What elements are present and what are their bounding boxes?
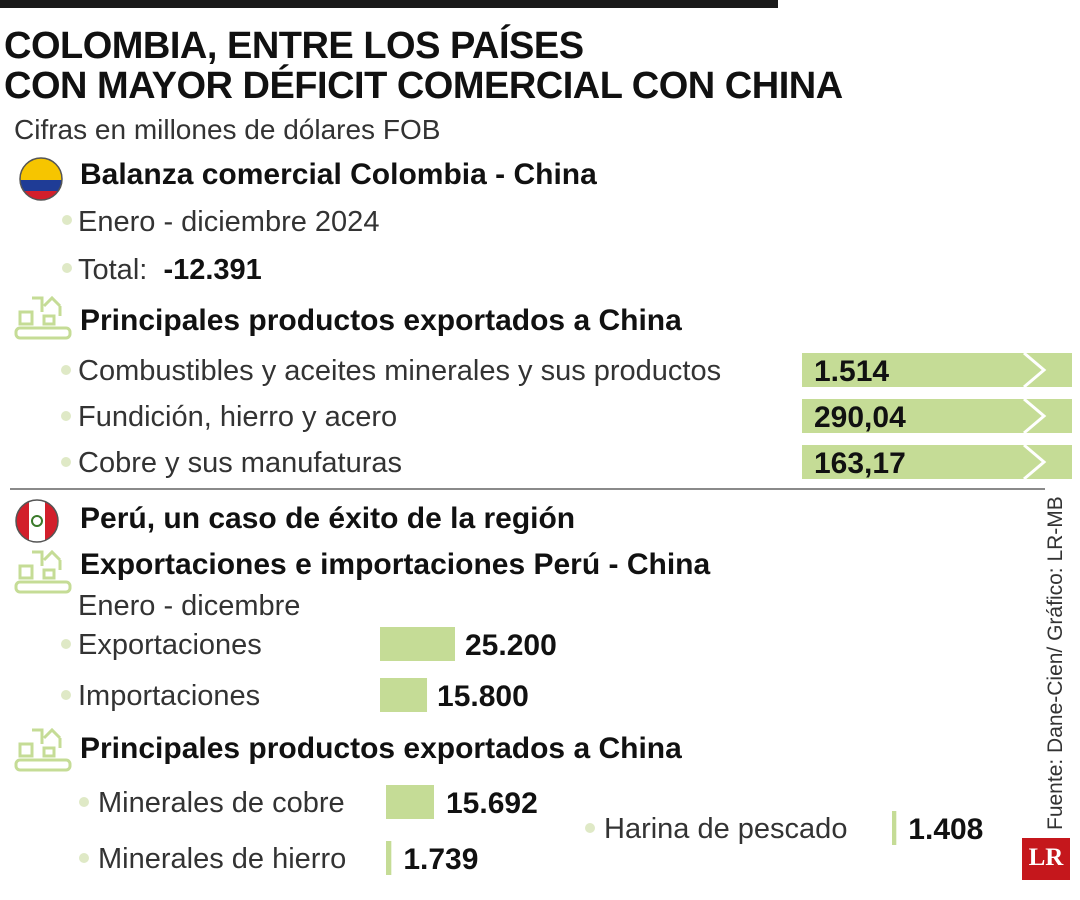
bullet-icon [61,457,71,467]
data-label: 1.739 [403,843,478,876]
bar [380,678,428,712]
data-label: 1.514 [814,355,889,388]
peru-products-heading: Principales productos exportados a China [80,732,682,765]
colombia-flag-icon [19,157,63,201]
peru-flag-icon [15,499,59,543]
colombia-total: Total: -12.391 [62,254,262,287]
colombia-heading: Balanza comercial Colombia - China [80,158,597,191]
peru-trade-heading: Exportaciones e importaciones Perú - Chi… [80,548,711,581]
bar [802,399,1072,433]
bullet-icon [61,411,71,421]
peru-period: Enero - dicembre [78,590,301,622]
colombia-total-label: Total: [78,254,148,286]
category-label: Exportaciones [78,629,262,661]
colombia-total-value: -12.391 [163,254,262,286]
bullet-icon [79,853,89,863]
category-label: Harina de pescado [604,813,847,845]
bullet-icon [79,797,89,807]
bullet-icon [61,365,71,375]
factory-icon [14,727,72,772]
bullet-icon [61,690,71,700]
colombia-period-text: Enero - diciembre 2024 [78,206,380,238]
data-label: 15.800 [437,680,529,713]
data-label: 1.408 [908,813,983,846]
data-label: 15.692 [446,787,538,820]
category-label: Cobre y sus manufaturas [78,447,402,479]
data-label: 25.200 [465,629,557,662]
category-label: Minerales de hierro [98,843,346,875]
factory-icon [14,295,72,340]
peru-heading: Perú, un caso de éxito de la región [80,502,576,535]
lr-logo: LR [1022,838,1070,880]
title-line-1: COLOMBIA, ENTRE LOS PAÍSES [4,25,584,67]
bullet-icon [62,215,72,226]
chevron-icon [1023,443,1047,480]
data-label: 290,04 [814,401,906,434]
page-title: COLOMBIA, ENTRE LOS PAÍSES CON MAYOR DÉF… [4,26,843,106]
section-divider [10,488,1045,490]
category-label: Fundición, hierro y acero [78,401,397,433]
category-label: Importaciones [78,680,260,712]
bullet-icon [62,263,72,274]
colombia-products-heading: Principales productos exportados a China [80,304,682,337]
peru-products-chart: Minerales de cobre 15.692 Minerales de hie… [79,785,983,876]
bar [386,785,434,819]
title-line-2: CON MAYOR DÉFICIT COMERCIAL CON CHINA [4,65,843,107]
peru-trade-chart: Exportaciones 25.200 Importaciones 15.800 [61,627,557,713]
factory-icon [14,549,72,594]
source-note: Fuente: Dane-Cien/ Gráfico: LR-MB [1044,496,1067,830]
bar [380,627,455,661]
bar [802,445,1072,479]
category-label: Minerales de cobre [98,787,345,819]
bar [802,353,1072,387]
chevron-icon [1023,397,1047,435]
page-subtitle: Cifras en millones de dólares FOB [14,114,441,145]
bullet-icon [585,823,595,833]
top-rule [0,0,778,8]
bar [386,841,392,875]
category-label: Combustibles y aceites minerales y sus p… [78,355,721,387]
bar [892,811,897,845]
data-label: 163,17 [814,447,906,480]
colombia-products-chart: Combustibles y aceites minerales y sus p… [61,351,1072,480]
chevron-icon [1023,351,1047,389]
bullet-icon [61,639,71,649]
colombia-period: Enero - diciembre 2024 [62,206,379,239]
